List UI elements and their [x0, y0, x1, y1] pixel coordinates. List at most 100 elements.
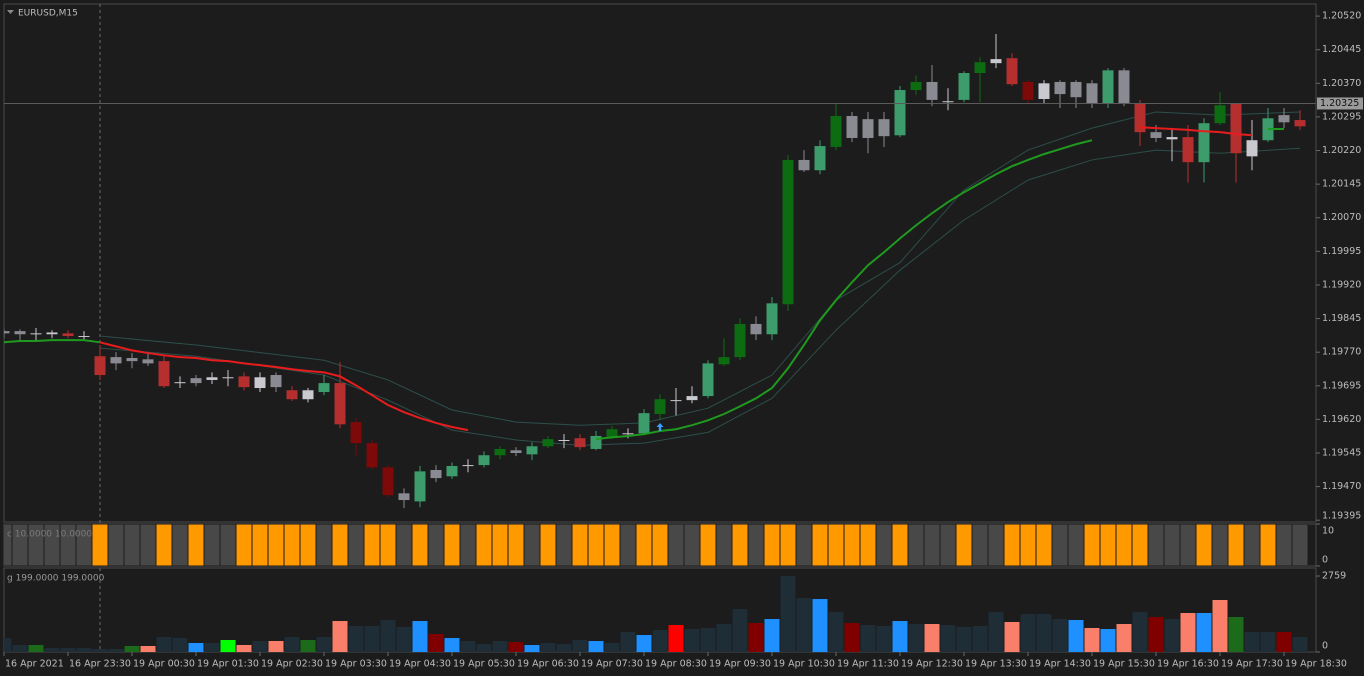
- candle-body: [926, 81, 938, 100]
- panel-title: c 10.0000 10.0000: [7, 530, 92, 540]
- bar: [155, 524, 173, 566]
- bar: [795, 524, 813, 566]
- candle-body: [494, 448, 506, 456]
- bar: [828, 612, 844, 652]
- y-tick-label: 1.19695: [1322, 380, 1361, 391]
- bar: [123, 524, 141, 566]
- x-tick-label: 19 Apr 15:30: [1093, 659, 1155, 670]
- bar: [572, 639, 588, 652]
- bar: [1115, 524, 1133, 566]
- y-tick-label: 1.19920: [1322, 279, 1361, 290]
- y-tick-label: 1.19620: [1322, 414, 1361, 425]
- bar: [412, 621, 428, 652]
- bar: [827, 524, 845, 566]
- bar: [492, 641, 508, 652]
- bar: [1291, 524, 1309, 566]
- candle-body: [350, 422, 362, 444]
- candle-body: [62, 333, 74, 337]
- candle-body: [126, 357, 138, 362]
- y-tick-label: 1.20070: [1322, 212, 1361, 223]
- bar: [940, 625, 956, 652]
- bar: [1276, 632, 1292, 652]
- bar: [268, 641, 284, 652]
- bar: [1148, 616, 1164, 652]
- bar: [876, 626, 892, 652]
- bar: [635, 524, 653, 566]
- candle-body: [1246, 140, 1258, 157]
- candle-body: [766, 303, 778, 335]
- bar: [379, 524, 397, 566]
- bar: [1132, 612, 1148, 652]
- bar: [891, 524, 909, 566]
- moving-average: [99, 341, 469, 432]
- bar: [859, 524, 877, 566]
- bar: [283, 524, 301, 566]
- candle-body: [4, 331, 10, 334]
- bar: [540, 642, 556, 652]
- bar: [747, 524, 765, 566]
- x-tick-label: 19 Apr 16:30: [1157, 659, 1219, 670]
- candle-body: [14, 331, 26, 335]
- bar: [12, 645, 28, 652]
- bar: [347, 524, 365, 566]
- bar: [796, 598, 812, 652]
- candle-body: [990, 59, 1002, 64]
- bar: [571, 524, 589, 566]
- candle-body: [894, 90, 906, 136]
- bar: [780, 576, 796, 652]
- bar: [844, 622, 860, 652]
- y-tick-label: 1.19545: [1322, 447, 1361, 458]
- bar: [1260, 632, 1276, 652]
- candle-body: [1150, 132, 1162, 138]
- bar: [252, 641, 268, 652]
- candle-body: [1182, 137, 1194, 163]
- candle-body: [1054, 81, 1066, 95]
- candle-body: [1294, 120, 1306, 127]
- y-tick-label: 0: [1322, 555, 1328, 566]
- y-tick-label: 1.20220: [1322, 145, 1361, 156]
- bar: [1243, 524, 1261, 566]
- bar: [971, 524, 989, 566]
- bar: [139, 524, 157, 566]
- x-tick-label: 19 Apr 02:30: [261, 659, 323, 670]
- candle-body: [46, 332, 58, 335]
- candle-body: [30, 333, 42, 335]
- bar: [491, 524, 509, 566]
- bar: [812, 599, 828, 652]
- bar: [539, 524, 557, 566]
- bar: [763, 524, 781, 566]
- candle-body: [910, 81, 922, 91]
- current-price-label: 1.20325: [1320, 98, 1359, 109]
- bar: [860, 625, 876, 652]
- bar: [1067, 524, 1085, 566]
- candle-body: [222, 377, 234, 379]
- bar: [939, 524, 957, 566]
- candle-body: [94, 356, 106, 376]
- envelope-band: [99, 111, 1301, 426]
- bar: [892, 621, 908, 652]
- candle-body: [750, 323, 762, 335]
- candle-body: [158, 361, 170, 387]
- bar: [523, 524, 541, 566]
- candle-body: [446, 465, 458, 477]
- bar: [411, 524, 429, 566]
- y-tick-label: 0: [1322, 641, 1328, 652]
- bar: [652, 629, 668, 652]
- x-tick-label: 19 Apr 01:30: [197, 659, 259, 670]
- x-tick-label: 19 Apr 14:30: [1029, 659, 1091, 670]
- bar: [716, 624, 732, 652]
- candle-body: [606, 429, 618, 438]
- bar: [1196, 613, 1212, 652]
- candle-body: [702, 363, 714, 397]
- bar: [700, 628, 716, 652]
- bar: [251, 524, 269, 566]
- bar: [427, 524, 445, 566]
- bar: [284, 636, 300, 652]
- bar: [524, 645, 540, 652]
- candle-body: [1278, 115, 1290, 123]
- bar: [779, 524, 797, 566]
- x-tick-label: 19 Apr 10:30: [773, 659, 835, 670]
- bar: [1100, 629, 1116, 652]
- bar: [1211, 524, 1229, 566]
- y-tick-label: 1.19995: [1322, 246, 1361, 257]
